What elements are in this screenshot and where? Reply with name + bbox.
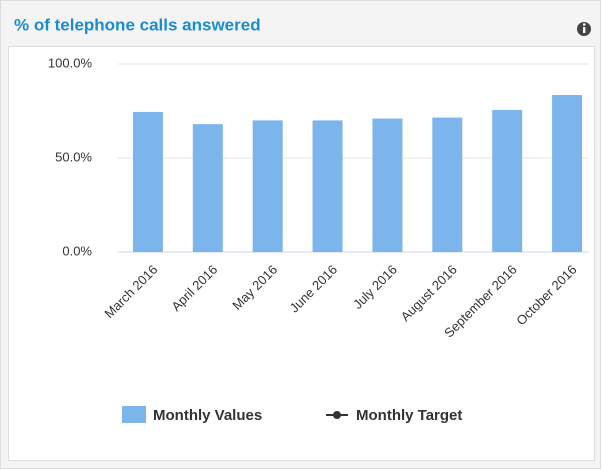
y-tick-label: 50.0% — [55, 149, 92, 164]
legend-item: Monthly Target — [326, 407, 462, 424]
bar — [192, 124, 223, 252]
bar — [252, 120, 283, 253]
legend-item: Monthly Values — [122, 406, 262, 424]
legend-label: Monthly Values — [153, 407, 262, 424]
legend-swatch — [122, 406, 146, 423]
bar — [552, 95, 583, 253]
bar — [372, 118, 403, 253]
info-icon[interactable] — [577, 22, 591, 36]
legend-label: Monthly Target — [356, 407, 462, 424]
chart-area — [8, 46, 595, 461]
bar — [492, 110, 523, 252]
chart-title: % of telephone calls answered — [14, 15, 261, 34]
bar — [132, 111, 163, 252]
bar — [312, 120, 343, 253]
y-tick-label: 100.0% — [48, 55, 93, 70]
y-tick-label: 0.0% — [62, 243, 92, 258]
bar — [432, 117, 463, 252]
legend-marker — [333, 411, 341, 419]
